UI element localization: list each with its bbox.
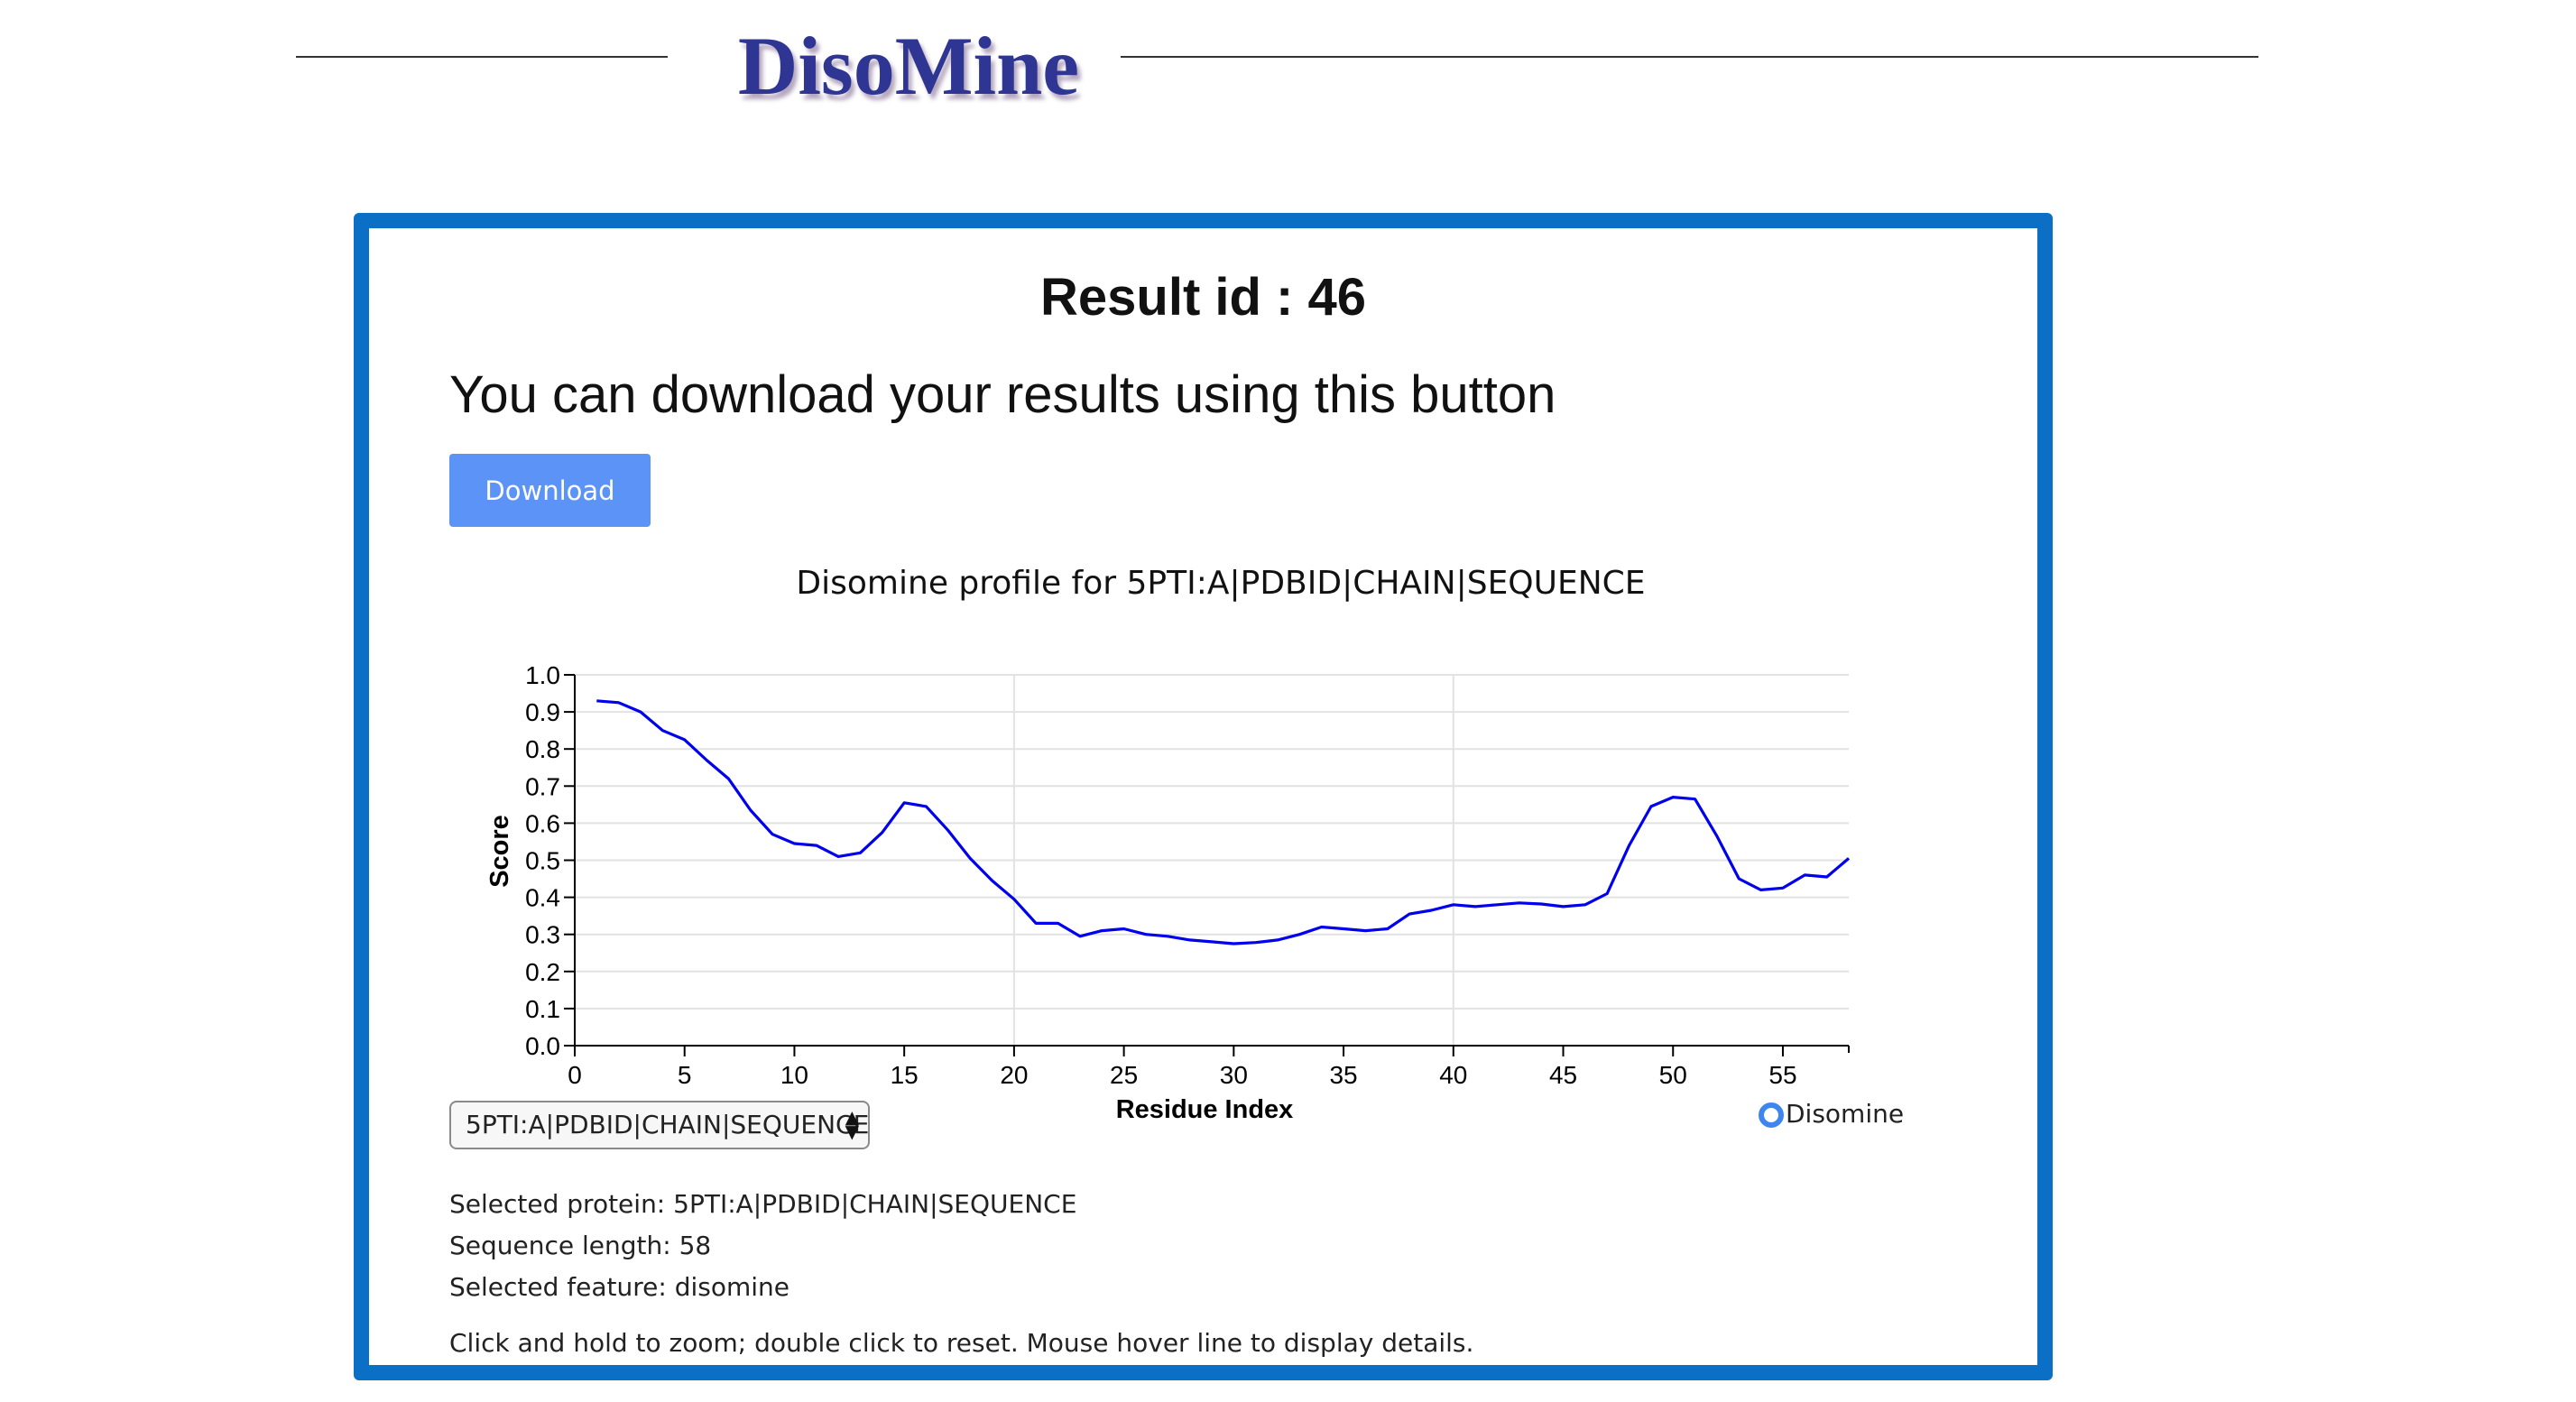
x-tick-label: 25 bbox=[1110, 1061, 1138, 1089]
x-tick-label: 35 bbox=[1329, 1061, 1357, 1089]
y-tick-label: 0.7 bbox=[525, 772, 560, 800]
x-axis-label: Residue Index bbox=[1116, 1095, 1294, 1124]
x-tick-label: 5 bbox=[678, 1061, 692, 1089]
x-tick-label: 45 bbox=[1549, 1061, 1577, 1089]
download-button[interactable]: Download bbox=[449, 454, 651, 527]
y-tick-label: 1.0 bbox=[525, 661, 560, 689]
selected-protein-text: Selected protein: 5PTI:A|PDBID|CHAIN|SEQ… bbox=[449, 1189, 1077, 1219]
y-tick-label: 0.3 bbox=[525, 921, 560, 949]
x-tick-label: 40 bbox=[1439, 1061, 1467, 1089]
y-tick-label: 0.4 bbox=[525, 884, 560, 912]
protein-select-value: 5PTI:A|PDBID|CHAIN|SEQUENCE bbox=[466, 1110, 870, 1139]
y-tick-label: 0.1 bbox=[525, 995, 560, 1023]
x-tick-label: 10 bbox=[780, 1061, 808, 1089]
x-tick-label: 20 bbox=[1000, 1061, 1028, 1089]
y-axis-label: Score bbox=[485, 815, 514, 888]
y-tick-label: 0.9 bbox=[525, 698, 560, 726]
result-panel: Result id : 46 You can download your res… bbox=[354, 213, 2053, 1380]
legend-radio-icon[interactable] bbox=[1759, 1102, 1784, 1128]
protein-select[interactable]: 5PTI:A|PDBID|CHAIN|SEQUENCE ▲ ▼ bbox=[449, 1101, 870, 1149]
sequence-length-text: Sequence length: 58 bbox=[449, 1231, 712, 1260]
result-id-heading: Result id : 46 bbox=[1040, 268, 1366, 327]
x-tick-label: 30 bbox=[1220, 1061, 1248, 1089]
y-tick-label: 0.8 bbox=[525, 735, 560, 763]
help-text: Click and hold to zoom; double click to … bbox=[449, 1328, 1474, 1358]
y-tick-label: 0.2 bbox=[525, 958, 560, 986]
series-line-disomine[interactable] bbox=[596, 699, 1851, 945]
y-tick-label: 0.0 bbox=[525, 1032, 560, 1060]
header-line-right bbox=[1121, 56, 2258, 58]
chart-title: Disomine profile for 5PTI:A|PDBID|CHAIN|… bbox=[796, 565, 1645, 602]
disomine-profile-chart[interactable]: Disomine profile for 5PTI:A|PDBID|CHAIN|… bbox=[441, 562, 1993, 1124]
selected-feature-text: Selected feature: disomine bbox=[449, 1272, 790, 1302]
legend-label: Disomine bbox=[1786, 1099, 1905, 1129]
x-tick-label: 0 bbox=[568, 1061, 582, 1089]
chart-legend[interactable]: Disomine bbox=[1759, 1096, 1904, 1132]
site-logo[interactable]: DisoMine bbox=[737, 20, 1080, 112]
x-tick-label: 15 bbox=[891, 1061, 919, 1089]
y-tick-label: 0.5 bbox=[525, 847, 560, 875]
header-line-left bbox=[296, 56, 668, 58]
x-tick-label: 50 bbox=[1659, 1061, 1687, 1089]
download-instruction: You can download your results using this… bbox=[449, 365, 1556, 424]
select-arrows-icon: ▲ ▼ bbox=[845, 1106, 859, 1142]
y-tick-label: 0.6 bbox=[525, 809, 560, 837]
x-tick-label: 55 bbox=[1768, 1061, 1796, 1089]
